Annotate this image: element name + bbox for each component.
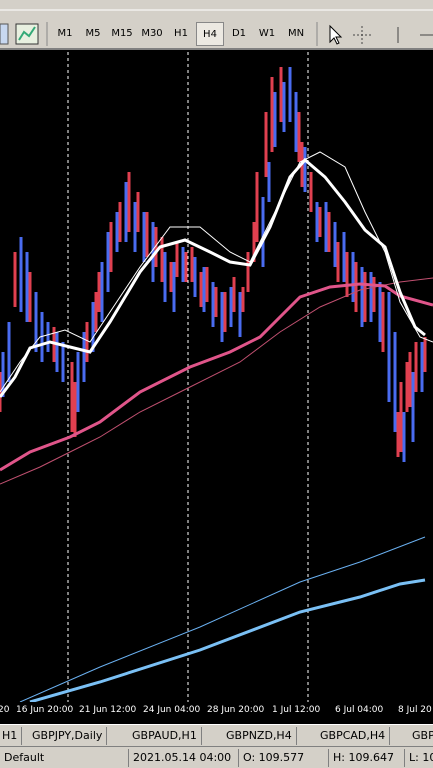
profile: Default (4, 751, 45, 764)
timeframe-button[interactable]: H4 (196, 22, 224, 46)
chart-tab[interactable]: GBPJPY,Daily (28, 727, 108, 745)
ma-long-thick (29, 578, 426, 702)
timeframe-button[interactable]: M1 (57, 28, 73, 39)
chart-tab[interactable]: GBPCAD,H4 (316, 727, 391, 745)
timeframe-button[interactable]: H1 (174, 28, 188, 39)
bull-candles (1, 67, 424, 462)
timeframe-button[interactable]: M30 (141, 28, 163, 39)
time-axis: 20 16 Jun 20:00 21 Jun 12:00 24 Jun 04:00 28… (0, 702, 433, 724)
low-price: L: 109. (404, 749, 433, 767)
ma-fast-thick (0, 157, 426, 398)
timeframe-button[interactable]: M15 (111, 28, 133, 39)
time-label: 20 (0, 705, 10, 715)
ma-slow-thin (0, 277, 433, 485)
time-label: 8 Jul 20 (398, 705, 432, 715)
timeframe-button[interactable]: M5 (85, 28, 101, 39)
price-chart (0, 52, 433, 702)
time-label: 6 Jul 04:00 (335, 705, 384, 715)
chart-tabs: H1 GBPJPY,Daily GBPAUD,H1 GBPNZD,H4 GBPCAD,H… (0, 724, 433, 746)
chart-tab[interactable]: H1 (0, 727, 23, 745)
time-label: 16 Jun 20:00 (16, 705, 74, 715)
time-label: 24 Jun 04:00 (143, 705, 201, 715)
ma-long-thin (19, 536, 426, 702)
chart-tab[interactable]: GBPAUD,H1 (128, 727, 202, 745)
time-label: 21 Jun 12:00 (79, 705, 137, 715)
chart-tab[interactable]: GBP (408, 727, 433, 745)
toolbar-icons (0, 9, 433, 46)
bar-time: 2021.05.14 04:00 (128, 749, 231, 767)
ma-slow-thick (0, 282, 433, 472)
time-label: 1 Jul 12:00 (272, 705, 321, 715)
chart-tab[interactable]: GBPNZD,H4 (222, 727, 297, 745)
open-price: O: 109.577 (238, 749, 304, 767)
time-label: 28 Jun 20:00 (207, 705, 265, 715)
high-price: H: 109.647 (328, 749, 394, 767)
timeframe-button[interactable]: MN (287, 28, 305, 39)
toolbar: M1 M5 M15 M30 H1 H4 D1 W1 MN (0, 0, 433, 50)
timeframe-button[interactable]: W1 (258, 28, 276, 39)
timeframe-button[interactable]: D1 (231, 28, 247, 39)
bear-candles (0, 67, 427, 457)
status-bar: Default 2021.05.14 04:00 O: 109.577 H: 1… (0, 746, 433, 768)
